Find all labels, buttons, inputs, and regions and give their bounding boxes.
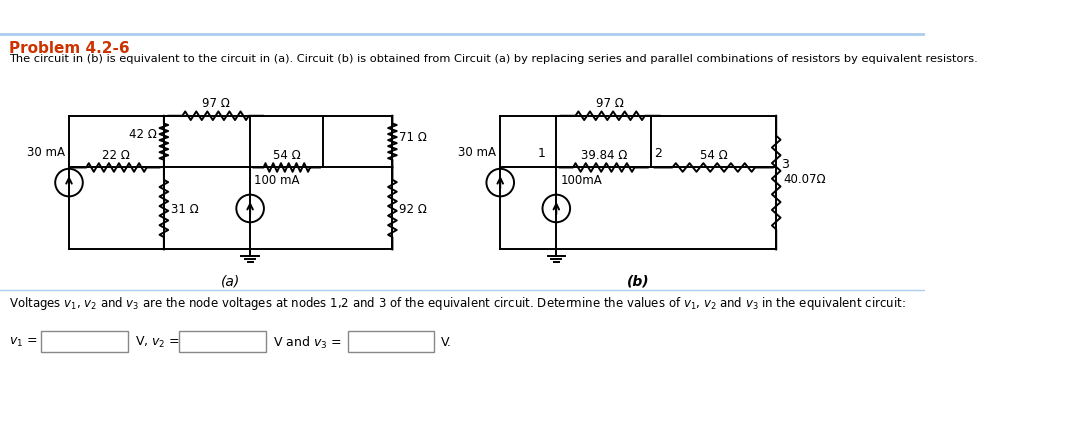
Text: 2: 2 (655, 147, 662, 160)
Text: Problem 4.2-6: Problem 4.2-6 (9, 41, 129, 56)
Text: 42 Ω: 42 Ω (129, 128, 157, 141)
Text: 31 Ω: 31 Ω (171, 203, 199, 215)
FancyBboxPatch shape (179, 332, 266, 352)
Text: 71 Ω: 71 Ω (399, 131, 427, 144)
Text: 30 mA: 30 mA (458, 146, 496, 159)
Text: V.: V. (441, 335, 452, 348)
Text: 100mA: 100mA (560, 174, 602, 187)
Text: 1: 1 (538, 147, 546, 160)
Text: V, $v_2$ =: V, $v_2$ = (134, 335, 179, 350)
FancyBboxPatch shape (42, 332, 128, 352)
Text: Voltages $v_1$, $v_2$ and $v_3$ are the node voltages at nodes 1,2 and 3 of the : Voltages $v_1$, $v_2$ and $v_3$ are the … (9, 295, 906, 312)
Text: 92 Ω: 92 Ω (399, 203, 427, 215)
Text: 22 Ω: 22 Ω (103, 148, 131, 161)
Text: 54 Ω: 54 Ω (273, 148, 300, 161)
Text: 39.84 Ω: 39.84 Ω (580, 148, 627, 161)
Text: (a): (a) (221, 274, 240, 288)
Text: The circuit in (b) is equivalent to the circuit in (a). Circuit (b) is obtained : The circuit in (b) is equivalent to the … (9, 54, 978, 64)
Text: (b): (b) (627, 274, 649, 288)
Text: 3: 3 (781, 157, 790, 170)
Text: V and $v_3$ =: V and $v_3$ = (273, 334, 341, 350)
Text: 97 Ω: 97 Ω (202, 97, 230, 110)
Text: 40.07Ω: 40.07Ω (783, 172, 826, 185)
Text: 100 mA: 100 mA (254, 174, 300, 187)
FancyBboxPatch shape (348, 332, 433, 352)
Text: 54 Ω: 54 Ω (700, 148, 727, 161)
Text: 30 mA: 30 mA (27, 146, 64, 159)
Text: $v_1$ =: $v_1$ = (9, 335, 38, 348)
Text: 97 Ω: 97 Ω (597, 97, 624, 110)
